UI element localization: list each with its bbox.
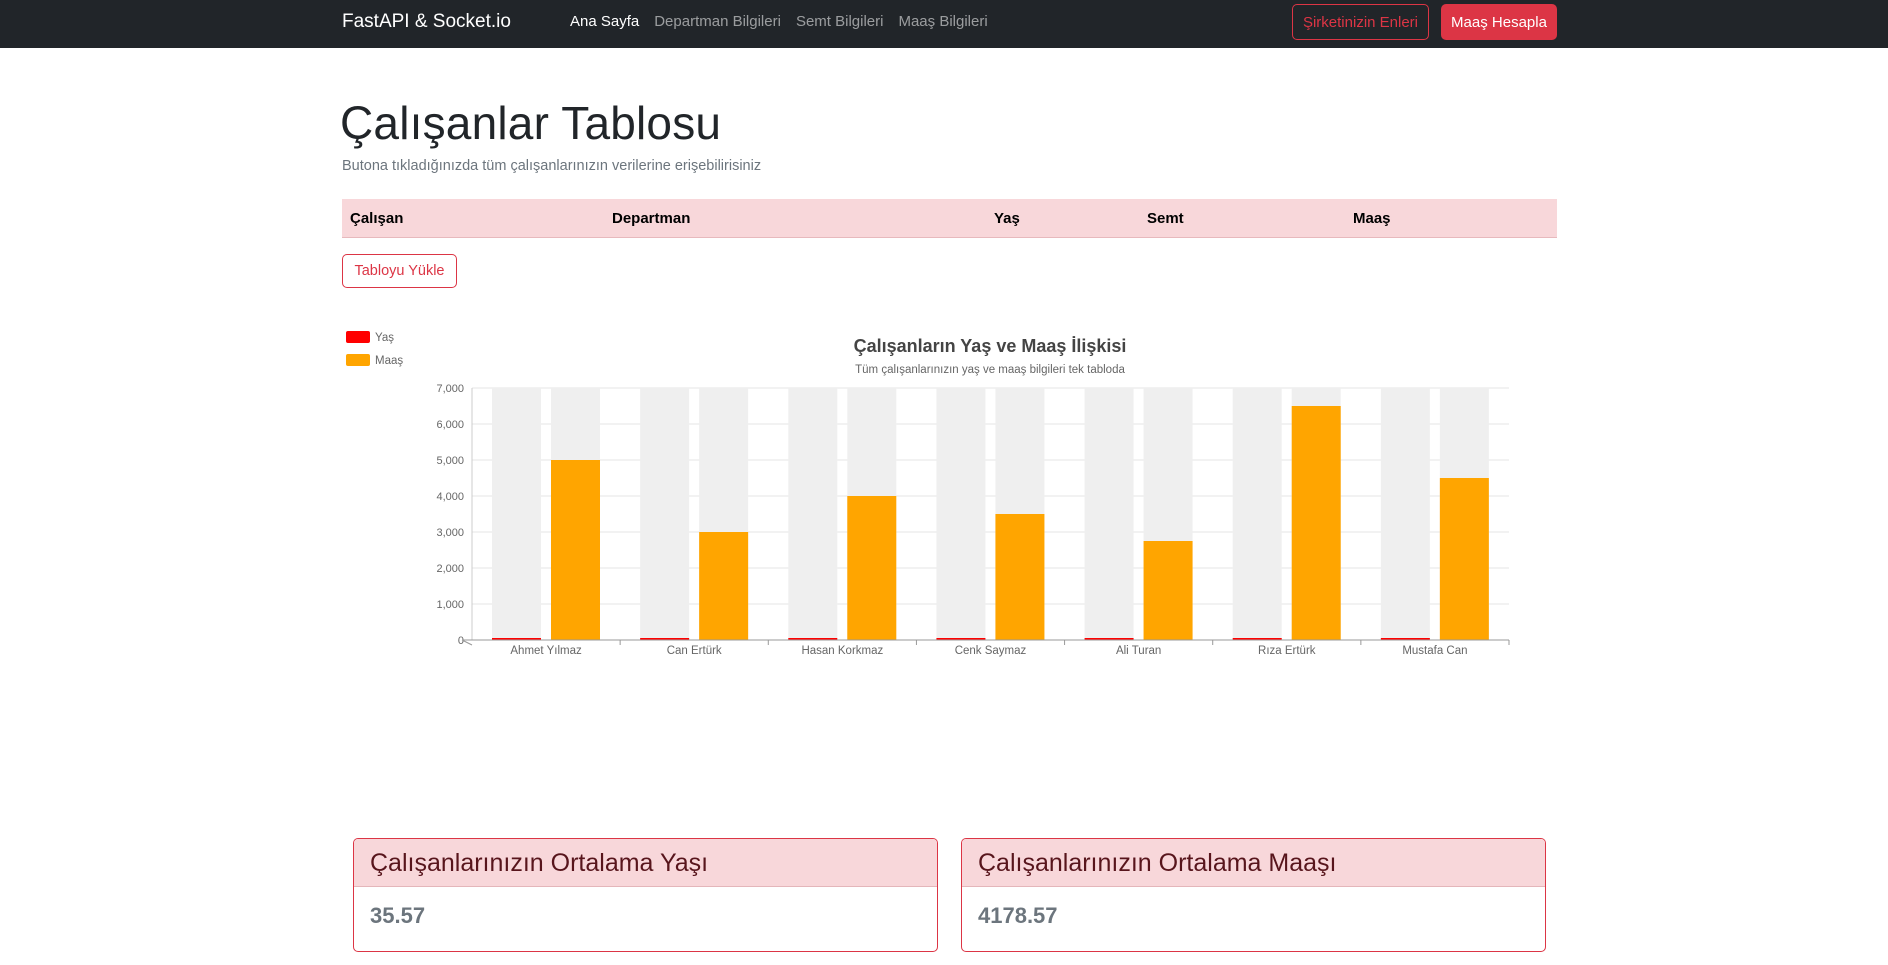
bar-maas[interactable] [551,460,600,640]
bar-yas[interactable] [640,638,690,640]
chart-svg: Yaş Maaş Çalışanların Yaş ve Maaş İlişkis… [346,331,1510,657]
nav-link-semt-bilgileri[interactable]: Semt Bilgileri [795,13,884,30]
bar-yas[interactable] [1084,638,1134,640]
navbar-brand[interactable]: FastAPI & Socket.io [342,11,511,32]
y-tick-label: 4,000 [436,491,464,503]
bar-background [1380,388,1430,640]
column-header-departman: Departman [612,210,691,227]
y-tick-label: 5,000 [436,455,464,467]
bar-yas[interactable] [1232,638,1282,640]
column-header-yas: Yaş [994,210,1020,227]
chart-legend: Yaş Maaş [346,331,403,367]
employees-table-header: Çalışan Departman Yaş Semt Maaş [342,199,1557,238]
x-tick-label: Ahmet Yılmaz [510,645,582,657]
page-title: Çalışanlar Tablosu [340,97,722,149]
x-tick-label: Ali Turan [1116,645,1161,657]
bar-yas[interactable] [936,638,986,640]
sirketinizin-enleri-button[interactable]: Şirketinizin Enleri [1292,4,1429,40]
page-lead: Butona tıkladığınızda tüm çalışanlarınız… [342,158,762,174]
chart-title: Çalışanların Yaş ve Maaş İlişkisi [854,336,1127,356]
y-tick-label: 3,000 [436,527,464,539]
legend-label-maas[interactable]: Maaş [375,355,403,367]
bar-background [492,388,541,640]
bar-background [1084,388,1134,640]
average-salary-value: 4178.57 [978,903,1058,928]
bar-maas[interactable] [1143,541,1193,640]
nav-link-maas-bilgileri[interactable]: Maaş Bilgileri [898,13,988,30]
average-age-card-header: Çalışanlarınızın Ortalama Yaşı [354,839,937,887]
y-tick-label: 6,000 [436,419,464,431]
column-header-calisan: Çalışan [350,210,404,227]
y-tick-label: 7,000 [436,383,464,395]
x-tick-label: Cenk Saymaz [955,645,1027,657]
bar-background [640,388,690,640]
average-salary-card-header: Çalışanlarınızın Ortalama Maaşı [962,839,1545,887]
average-salary-card: Çalışanlarınızın Ortalama Maaşı 4178.57 [961,838,1546,952]
y-tick-label: 2,000 [436,563,464,575]
age-salary-chart: Yaş Maaş Çalışanların Yaş ve Maaş İlişkis… [342,325,1557,665]
x-tick-label: Can Ertürk [667,645,722,657]
y-tick-label: 1,000 [436,599,464,611]
x-tick-mark [461,639,473,646]
bar-yas[interactable] [1380,638,1430,640]
bar-maas[interactable] [995,514,1045,640]
bar-yas[interactable] [492,638,541,640]
legend-label-yas[interactable]: Yaş [375,332,394,344]
x-tick-label: Mustafa Can [1402,645,1467,657]
legend-swatch-yas[interactable] [346,331,370,343]
chart-plot-area: 0 1,000 2,000 3,000 4,000 5,000 6,000 7,000 Ahme… [436,383,1510,657]
load-table-button[interactable]: Tabloyu Yükle [342,254,457,288]
legend-swatch-maas[interactable] [346,354,370,366]
bar-yas[interactable] [788,638,838,640]
bar-background [936,388,986,640]
x-tick-label: Hasan Korkmaz [801,645,883,657]
chart-subtitle: Tüm çalışanlarınızın yaş ve maaş bilgile… [855,364,1125,376]
column-header-semt: Semt [1147,210,1184,227]
bar-maas[interactable] [1439,478,1489,640]
column-header-maas: Maaş [1353,210,1391,227]
navbar: FastAPI & Socket.io Ana Sayfa Departman … [0,0,1888,48]
average-age-value: 35.57 [370,903,426,928]
bar-maas[interactable] [699,532,749,640]
average-age-card: Çalışanlarınızın Ortalama Yaşı 35.57 [353,838,938,952]
x-tick-label: Rıza Ertürk [1258,645,1316,657]
bar-background [1232,388,1282,640]
nav-link-ana-sayfa[interactable]: Ana Sayfa [570,13,640,30]
nav-link-departman-bilgileri[interactable]: Departman Bilgileri [654,13,781,30]
bar-maas[interactable] [847,496,897,640]
nav-links: Ana Sayfa Departman Bilgileri Semt Bilgi… [570,13,988,30]
bar-maas[interactable] [1291,406,1341,640]
y-tick-label: 0 [458,635,464,647]
maas-hesapla-button[interactable]: Maaş Hesapla [1441,4,1557,40]
bar-background [788,388,838,640]
